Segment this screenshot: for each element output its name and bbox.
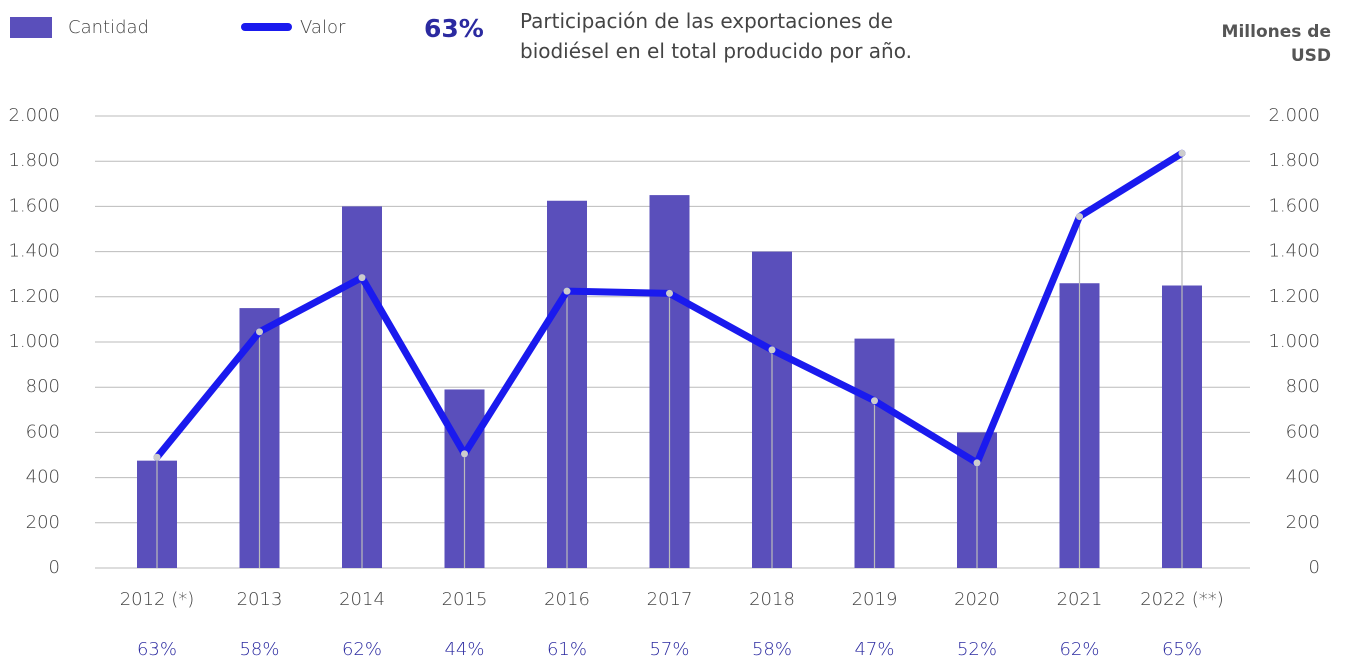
share-label: 58% <box>239 639 279 660</box>
x-tick-label: 2014 <box>339 589 385 610</box>
x-tick-label: 2012 (*) <box>120 589 195 610</box>
x-tick-label: 2015 <box>442 589 488 610</box>
x-tick-label: 2013 <box>237 589 283 610</box>
y-tick-label: 1.200 <box>8 286 60 307</box>
share-label: 52% <box>957 639 997 660</box>
x-tick-label: 2016 <box>544 589 590 610</box>
share-label: 62% <box>342 639 382 660</box>
y2-tick-label: 1.800 <box>1268 150 1320 171</box>
y-tick-label: 2.000 <box>8 105 60 126</box>
y-tick-label: 1.800 <box>8 150 60 171</box>
y2-tick-label: 1.000 <box>1268 331 1320 352</box>
y-tick-label: 200 <box>26 512 60 533</box>
share-label: 58% <box>752 639 792 660</box>
y2-tick-label: 1.600 <box>1268 195 1320 216</box>
share-label: 47% <box>854 639 894 660</box>
y2-tick-label: 0 <box>1309 557 1320 578</box>
share-label: 65% <box>1162 639 1202 660</box>
y-tick-label: 400 <box>26 467 60 488</box>
y-tick-label: 1.000 <box>8 331 60 352</box>
line-point <box>1178 149 1186 157</box>
x-tick-label: 2020 <box>954 589 1000 610</box>
legend-label: Cantidad <box>68 17 149 38</box>
line-point <box>973 459 981 467</box>
line-point <box>358 274 366 282</box>
y2-tick-label: 1.400 <box>1268 241 1320 262</box>
y2-tick-label: 800 <box>1286 376 1320 397</box>
x-tick-label: 2021 <box>1057 589 1103 610</box>
y-tick-label: 1.600 <box>8 195 60 216</box>
share-label: 44% <box>444 639 484 660</box>
y2-axis-title: Millones de USD <box>1221 22 1331 66</box>
share-label: 61% <box>547 639 587 660</box>
share-label: 62% <box>1059 639 1099 660</box>
legend-swatch <box>10 17 52 38</box>
share-label: 57% <box>649 639 689 660</box>
y2-tick-label: 1.200 <box>1268 286 1320 307</box>
y2-tick-label: 200 <box>1286 512 1320 533</box>
y2-tick-label: 2.000 <box>1268 105 1320 126</box>
line-point <box>563 287 571 295</box>
share-legend-text: Participación de las exportaciones de bi… <box>520 9 912 63</box>
share-label: 63% <box>137 639 177 660</box>
share-legend-example: 63% <box>424 14 484 43</box>
y-tick-label: 600 <box>26 421 60 442</box>
y-tick-label: 800 <box>26 376 60 397</box>
x-tick-label: 2017 <box>647 589 693 610</box>
line-point <box>461 450 468 458</box>
x-tick-label: 2022 (**) <box>1140 589 1224 610</box>
y-tick-label: 1.400 <box>8 241 60 262</box>
line-point <box>256 328 263 336</box>
x-tick-label: 2018 <box>749 589 795 610</box>
y2-tick-label: 600 <box>1286 421 1320 442</box>
line-point <box>768 346 776 354</box>
line-point <box>666 289 673 297</box>
line-point <box>871 397 878 405</box>
y2-tick-label: 400 <box>1286 467 1320 488</box>
line-point <box>153 453 161 461</box>
line-point <box>1076 213 1083 221</box>
legend-label: Valor <box>300 17 346 38</box>
x-tick-label: 2019 <box>852 589 898 610</box>
y-tick-label: 0 <box>49 557 60 578</box>
